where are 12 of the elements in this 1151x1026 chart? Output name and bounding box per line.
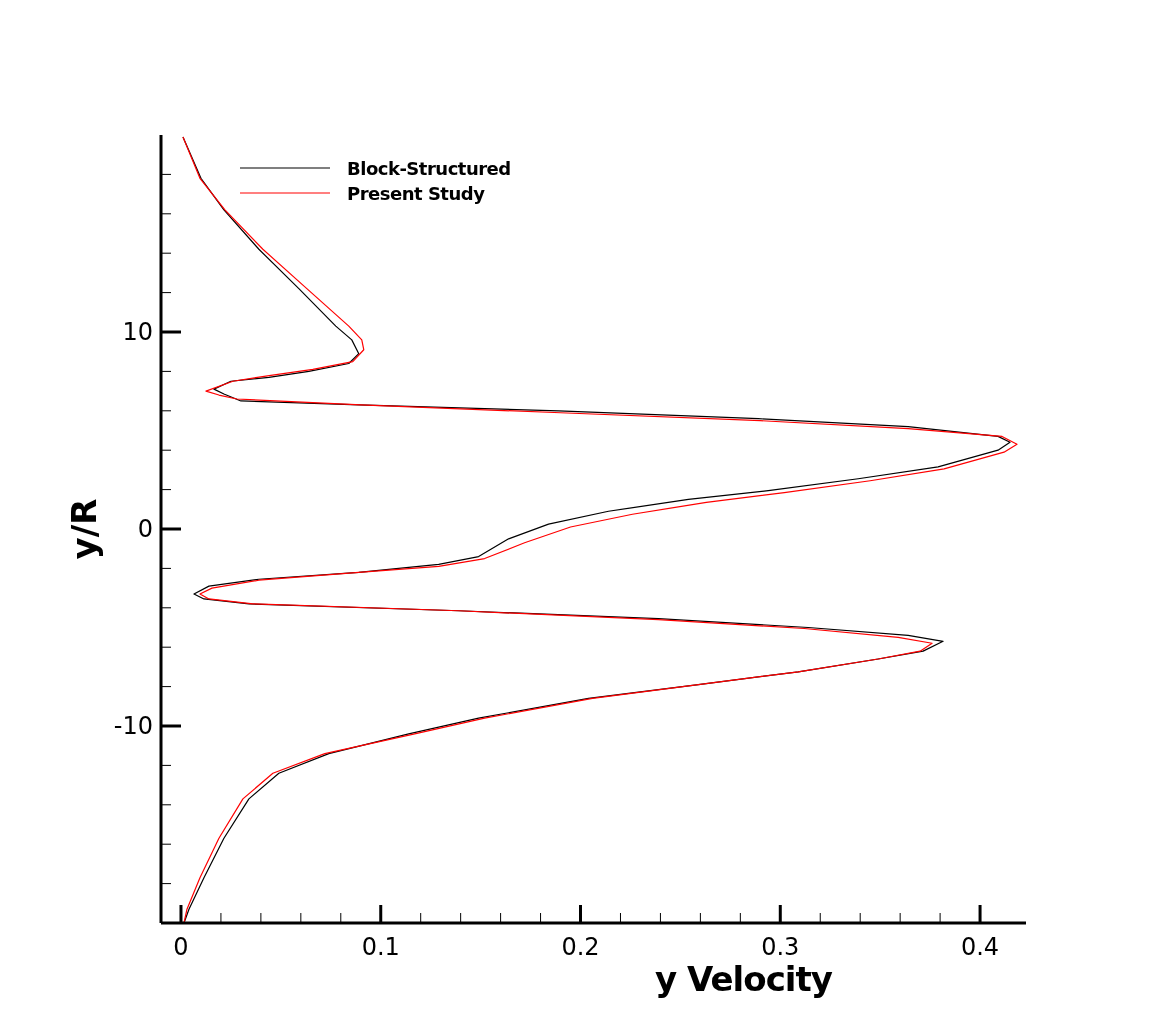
x-tick-label: 0.3 <box>761 933 800 961</box>
x-tick-label: 0 <box>173 933 189 961</box>
y-tick-label: -10 <box>113 712 153 740</box>
y-tick-label: 0 <box>137 515 153 543</box>
x-tick-label: 0.2 <box>561 933 600 961</box>
legend-label: Block-Structured <box>347 158 511 179</box>
legend-label: Present Study <box>347 183 486 204</box>
x-tick-label: 0.1 <box>361 933 400 961</box>
y-axis-title: y/R <box>64 498 104 560</box>
x-axis-title: y Velocity <box>655 959 833 999</box>
x-tick-label: 0.4 <box>960 933 1000 961</box>
y-tick-label: 10 <box>122 318 153 346</box>
